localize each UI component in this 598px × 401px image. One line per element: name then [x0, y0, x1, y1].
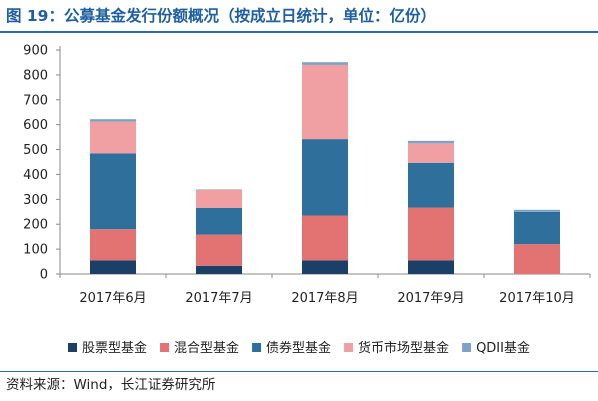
figure-title: 图 19：公募基金发行份额概况（按成立日统计，单位：亿份）: [6, 7, 436, 25]
bar-segment: [302, 62, 348, 65]
legend-swatch: [68, 343, 78, 352]
bar-segment: [408, 260, 454, 274]
bar-segment: [408, 140, 454, 144]
bar-segment: [514, 211, 560, 245]
legend-label: 股票型基金: [82, 340, 147, 356]
bar-segment: [196, 207, 242, 235]
legend-label: QDII基金: [476, 340, 530, 356]
y-tick-label: 0: [40, 268, 48, 283]
y-tick-label: 700: [23, 93, 48, 108]
bar-segment: [514, 244, 560, 274]
y-tick-label: 200: [23, 218, 48, 233]
bar-segment: [196, 234, 242, 266]
legend-swatch: [344, 343, 354, 352]
bar-segment: [408, 162, 454, 208]
legend-label: 债券型基金: [266, 340, 331, 356]
legend-label: 混合型基金: [174, 340, 239, 356]
title-rule: [0, 31, 598, 33]
bar-segment: [196, 265, 242, 274]
legend-swatch: [252, 343, 262, 352]
source-rule: [0, 371, 598, 372]
y-tick-label: 900: [23, 44, 48, 59]
x-axis: 2017年6月 2017年7月 2017年8月 2017年9月 2017年10月: [59, 273, 591, 306]
bar-segment: [90, 153, 136, 230]
legend-label: 货币市场型基金: [358, 340, 449, 356]
y-tick-label: 400: [23, 168, 48, 183]
bar-segment: [408, 143, 454, 163]
y-tick-label: 500: [23, 143, 48, 158]
x-tick-label: 2017年9月: [397, 291, 464, 306]
x-tick-label: 2017年7月: [185, 291, 252, 306]
legend-swatch: [462, 343, 472, 352]
legend: 股票型基金 混合型基金 债券型基金 货币市场型基金 QDII基金: [68, 340, 530, 356]
x-tick-label: 2017年8月: [291, 291, 358, 306]
bar-segment: [408, 207, 454, 261]
y-axis: 0 100 200 300 400 500 600 700 800 900: [23, 44, 61, 283]
source-note: 资料来源：Wind，长江证券研究所: [6, 377, 216, 393]
bar-segment: [90, 119, 136, 122]
bar-segment: [302, 64, 348, 140]
x-tick-label: 2017年6月: [79, 291, 146, 306]
bar-segment: [302, 215, 348, 261]
bar-segment: [90, 229, 136, 261]
x-tick-label: 2017年10月: [499, 291, 575, 306]
y-tick-label: 100: [23, 243, 48, 258]
bar-segment: [302, 260, 348, 274]
bar-segment: [514, 209, 560, 212]
bar-segment: [196, 189, 242, 208]
bars: [90, 62, 560, 274]
y-tick-label: 600: [23, 118, 48, 133]
legend-swatch: [160, 343, 170, 352]
bar-segment: [90, 260, 136, 274]
bar-segment: [302, 139, 348, 216]
y-tick-label: 800: [23, 68, 48, 83]
y-tick-label: 300: [23, 193, 48, 208]
bar-segment: [90, 121, 136, 154]
